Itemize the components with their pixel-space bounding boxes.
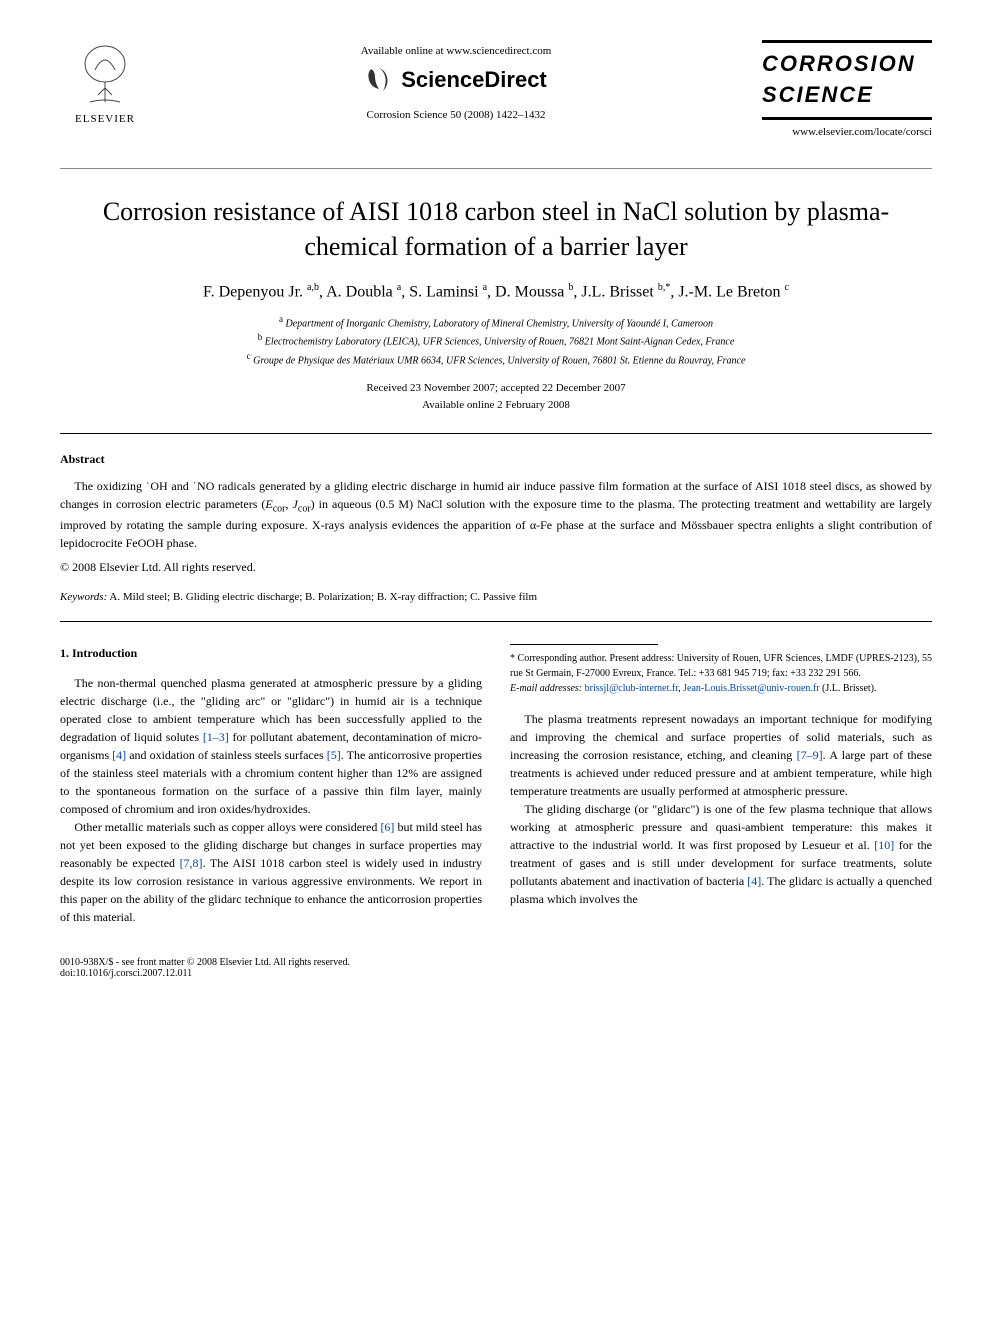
email-link-2[interactable]: Jean-Louis.Brisset@univ-rouen.fr [683,683,819,694]
page-header: ELSEVIER Available online at www.science… [60,40,932,138]
available-online: Available online 2 February 2008 [60,397,932,414]
header-rule [60,168,932,169]
intro-para-3: The plasma treatments represent nowadays… [510,710,932,800]
corresponding-author-footnote: * Corresponding author. Present address:… [510,651,932,696]
intro-para-1: The non-thermal quenched plasma generate… [60,674,482,818]
journal-title-line1: CORROSION [762,49,932,80]
ref-link-4b[interactable]: [4] [747,874,761,888]
affiliation-c: c Groupe de Physique des Matériaux UMR 6… [60,350,932,368]
elsevier-tree-icon [70,40,140,110]
affiliation-b: b Electrochemistry Laboratory (LEICA), U… [60,331,932,349]
footer-issn: 0010-938X/$ - see front matter © 2008 El… [60,957,350,968]
journal-url: www.elsevier.com/locate/corsci [762,126,932,138]
footnote-address: * Corresponding author. Present address:… [510,651,932,681]
affiliations: a Department of Inorganic Chemistry, Lab… [60,313,932,368]
footnote-separator [510,644,658,645]
ref-link-7-9[interactable]: [7–9] [797,748,823,762]
abstract-bottom-rule [60,621,932,622]
ref-link-7-8[interactable]: [7,8] [180,856,203,870]
journal-title-line2: SCIENCE [762,80,932,111]
ref-link-6[interactable]: [6] [380,820,394,834]
page-footer: 0010-938X/$ - see front matter © 2008 El… [60,957,932,979]
intro-para-2: Other metallic materials such as copper … [60,818,482,926]
article-dates: Received 23 November 2007; accepted 22 D… [60,380,932,413]
ref-link-4[interactable]: [4] [112,748,126,762]
elsevier-label: ELSEVIER [75,113,135,125]
journal-reference: Corrosion Science 50 (2008) 1422–1432 [150,109,762,121]
available-online-text: Available online at www.sciencedirect.co… [150,45,762,57]
abstract-heading: Abstract [60,452,932,467]
article-title: Corrosion resistance of AISI 1018 carbon… [60,194,932,264]
affiliation-a: a Department of Inorganic Chemistry, Lab… [60,313,932,331]
journal-title-box: CORROSION SCIENCE [762,40,932,120]
introduction-heading: 1. Introduction [60,644,482,662]
ref-link-10[interactable]: [10] [874,838,894,852]
elsevier-logo: ELSEVIER [60,40,150,125]
keywords-label: Keywords: [60,591,107,603]
sciencedirect-icon [365,65,395,95]
header-center: Available online at www.sciencedirect.co… [150,40,762,121]
email-link-1[interactable]: brissjl@club-internet.fr [585,683,679,694]
authors-line: F. Depenyou Jr. a,b, A. Doubla a, S. Lam… [60,282,932,301]
footnote-emails: E-mail addresses: brissjl@club-internet.… [510,681,932,696]
abstract-copyright: © 2008 Elsevier Ltd. All rights reserved… [60,560,932,575]
abstract-body: The oxidizing ˙OH and ˙NO radicals gener… [60,477,932,552]
keywords-line: Keywords: A. Mild steel; B. Gliding elec… [60,591,932,603]
ref-link-1-3[interactable]: [1–3] [203,730,229,744]
keywords-text: A. Mild steel; B. Gliding electric disch… [107,591,537,603]
footer-doi: doi:10.1016/j.corsci.2007.12.011 [60,968,350,979]
journal-logo-block: CORROSION SCIENCE www.elsevier.com/locat… [762,40,932,138]
abstract-top-rule [60,433,932,434]
sciencedirect-logo: ScienceDirect [150,65,762,95]
footer-left: 0010-938X/$ - see front matter © 2008 El… [60,957,350,979]
body-columns: 1. Introduction The non-thermal quenched… [60,644,932,927]
sciencedirect-text: ScienceDirect [401,67,547,93]
intro-para-4: The gliding discharge (or "glidarc") is … [510,800,932,908]
received-accepted: Received 23 November 2007; accepted 22 D… [60,380,932,397]
ref-link-5[interactable]: [5] [327,748,341,762]
